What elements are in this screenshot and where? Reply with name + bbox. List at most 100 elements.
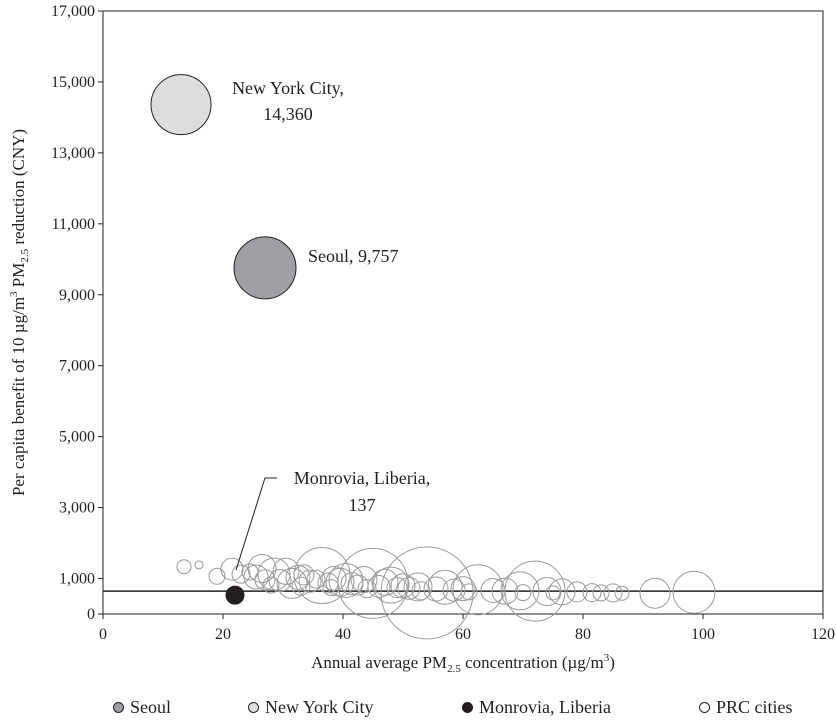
bubble-prc-city-50 — [639, 577, 671, 609]
bubble-prc-city-22 — [340, 572, 364, 596]
bubble-prc-city-54 — [291, 576, 311, 596]
bubble-prc-city-45 — [566, 581, 588, 603]
bubble-prc-city-41 — [500, 571, 540, 611]
bubble-prc-city-44 — [548, 578, 576, 606]
axes: 0 1,000 3,000 5,000 7,000 9,000 11,000 13,000 15… — [8, 3, 835, 675]
bubble-prc-city-2 — [208, 567, 226, 585]
x-tick-label: 80 — [575, 626, 591, 643]
bubble-prc-city-0 — [176, 559, 192, 575]
x-tick-label: 100 — [691, 626, 715, 643]
y-tick-label: 0 — [87, 606, 95, 623]
y-tick-label: 9,000 — [59, 287, 95, 304]
bubble-prc-city-12 — [276, 567, 308, 599]
annotation-seoul: Seoul, 9,757 — [308, 246, 399, 266]
bubble-prc-city-42 — [504, 560, 566, 622]
y-tick-label: 7,000 — [59, 358, 95, 375]
x-axis-title-end: ) — [609, 653, 615, 672]
legend-swatch-seoul — [113, 702, 124, 713]
bubble-prc-city-58 — [514, 584, 532, 602]
y-axis-title-end: reduction (CNY) — [9, 129, 28, 249]
bubble-prc-city-49 — [614, 585, 630, 601]
bubble-layer — [150, 74, 716, 640]
bubble-prc-city-36 — [442, 578, 466, 602]
annotation-monrovia-line2: 137 — [349, 495, 376, 515]
y-tick-label: 11,000 — [52, 216, 95, 233]
y-axis-title-sup: 3 — [8, 291, 20, 297]
bubble-prc-city-43 — [532, 577, 562, 607]
y-tick-label: 1,000 — [59, 571, 95, 588]
bubble-prc-city-38 — [452, 564, 504, 616]
bubble-prc-city-29 — [386, 577, 408, 599]
bubble-seoul — [233, 236, 297, 300]
bubble-prc-city-10 — [268, 569, 292, 593]
bubble-prc-city-56 — [411, 581, 431, 601]
bubble-prc-city-27 — [371, 568, 399, 596]
bubble-prc-city-52 — [357, 579, 377, 599]
y-tick-label: 13,000 — [51, 145, 95, 162]
x-tick-label: 20 — [215, 626, 231, 643]
y-tick-label: 5,000 — [59, 429, 95, 446]
legend-label-monrovia: Monrovia, Liberia — [479, 697, 611, 717]
legend-item-monrovia: Monrovia, Liberia — [462, 697, 611, 718]
legend-label-seoul: Seoul — [130, 697, 172, 717]
y-axis-title-mid: PM — [9, 263, 28, 292]
scatter-chart: 0 1,000 3,000 5,000 7,000 9,000 11,000 13,000 15… — [8, 3, 835, 675]
x-tick-label: 120 — [811, 626, 835, 643]
bubble-prc-city-55 — [262, 576, 280, 594]
legend-swatch-prc-cities — [699, 702, 710, 713]
annotation-monrovia-leader — [235, 477, 277, 571]
annotation-new-york-line2: 14,360 — [263, 104, 313, 124]
bubble-prc-city-17 — [293, 547, 351, 605]
annotation-new-york-line1: New York City, — [232, 78, 344, 98]
bubble-prc-city-59 — [545, 585, 561, 601]
bubble-prc-city-51 — [672, 570, 716, 614]
legend-swatch-monrovia — [462, 702, 473, 713]
bubble-prc-city-26 — [367, 575, 391, 599]
x-tick-label: 60 — [455, 626, 471, 643]
bubble-prc-city-57 — [460, 583, 478, 601]
legend-label-new-york-city: New York City — [265, 697, 374, 717]
y-tick-label: 17,000 — [51, 3, 95, 20]
bubble-prc-city-37 — [450, 576, 476, 602]
bubble-prc-city-53 — [322, 579, 340, 597]
x-axis-title-tail: concentration (µg/m — [461, 653, 604, 672]
annotations: New York City, 14,360 Seoul, 9,757 Monrovia… — [232, 78, 430, 571]
y-axis-title-main: Per capita benefit of 10 µg/m — [9, 297, 28, 496]
x-axis-title-main: Annual average PM — [311, 653, 447, 672]
y-axis-title-sub: 2.5 — [19, 248, 31, 262]
legend-item-prc-cities: PRC cities — [699, 697, 793, 718]
legend-item-seoul: Seoul — [113, 697, 171, 718]
bubble-prc-city-15 — [298, 569, 322, 593]
bubble-prc-city-24 — [350, 565, 378, 593]
bubble-prc-city-33 — [380, 546, 474, 640]
bubble-prc-city-11 — [272, 557, 300, 585]
bubble-prc-city-48 — [603, 583, 623, 603]
bubble-prc-city-4 — [231, 564, 251, 584]
y-axis-title: Per capita benefit of 10 µg/m3 PM2.5 red… — [8, 129, 31, 496]
bubble-prc-city-6 — [243, 564, 269, 590]
x-axis-title: Annual average PM2.5 concentration (µg/m… — [311, 652, 615, 675]
bubble-new-york-city — [150, 74, 212, 136]
bubble-monrovia — [225, 585, 245, 605]
x-tick-label: 40 — [335, 626, 351, 643]
y-tick-label: 3,000 — [59, 500, 95, 517]
annotation-monrovia-line1: Monrovia, Liberia, — [294, 468, 430, 488]
legend-label-prc-cities: PRC cities — [716, 697, 793, 717]
y-tick-label: 15,000 — [51, 74, 95, 91]
bubble-prc-city-7 — [247, 553, 277, 583]
bubble-prc-city-31 — [397, 576, 421, 600]
bubble-prc-city-28 — [372, 566, 410, 604]
bubble-prc-city-19 — [321, 565, 347, 591]
x-axis-title-sub: 2.5 — [447, 663, 461, 675]
bubble-prc-city-32 — [403, 572, 433, 602]
legend-swatch-new-york-city — [248, 702, 259, 713]
bubble-prc-city-34 — [423, 576, 449, 602]
bubble-prc-city-1 — [194, 560, 204, 570]
bubble-prc-city-47 — [592, 584, 610, 602]
bubble-prc-city-46 — [582, 583, 602, 603]
x-tick-label: 0 — [99, 626, 107, 643]
legend: Seoul New York City Monrovia, Liberia PR… — [0, 697, 836, 721]
x-axis-title-sup: 3 — [604, 652, 610, 664]
bubble-prc-city-40 — [491, 577, 519, 605]
legend-item-new-york-city: New York City — [248, 697, 374, 718]
